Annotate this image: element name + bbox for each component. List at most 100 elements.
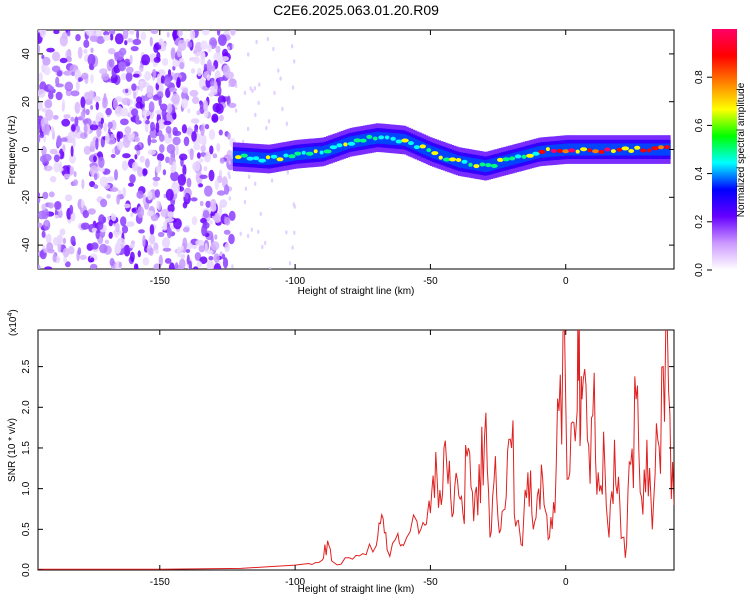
snr-y-ticks: 0.0 0.5 1.0 1.5 2.0 2.5 <box>21 359 674 577</box>
colorbar-tick-label: 0.2 <box>694 214 705 228</box>
heatmap-noise-cell <box>172 126 178 136</box>
heatmap-noise-cell <box>214 234 218 240</box>
heatmap-peak-cell <box>658 145 664 150</box>
colorbar-ticks: 0.0 0.2 0.4 0.6 0.8 <box>694 70 712 277</box>
heatmap-noise-cell <box>120 107 129 117</box>
heatmap-noise-cell <box>100 198 108 208</box>
heatmap-peak-cell <box>294 151 302 156</box>
heatmap-noise-cell <box>211 113 219 123</box>
heatmap-noise-cell <box>95 115 102 122</box>
heatmap-noise-cell <box>53 30 60 35</box>
heatmap-noise-cell <box>106 176 115 182</box>
heatmap-noise-cell <box>168 262 175 269</box>
heatmap-noise-cell <box>103 93 107 103</box>
heatmap-noise-cell <box>290 44 294 49</box>
heatmap-noise-cell <box>170 171 179 182</box>
heatmap-noise-cell <box>118 61 127 72</box>
heatmap-noise-cell <box>291 245 294 250</box>
heatmap-ridge-cell <box>269 152 273 165</box>
heatmap-noise-cell <box>120 118 129 126</box>
heatmap-x-tick-label: 0 <box>563 276 569 287</box>
heatmap-ridge-cell <box>661 143 665 156</box>
heatmap-noise-cell <box>118 261 122 268</box>
heatmap-noise-cell <box>99 167 105 173</box>
heatmap-noise-cell <box>193 56 200 64</box>
heatmap-noise-cell <box>136 96 143 104</box>
heatmap-noise-cell <box>108 48 116 55</box>
heatmap-peak-cell <box>366 134 373 139</box>
heatmap-noise-cell <box>205 200 211 208</box>
heatmap-ridge-cell <box>514 152 517 165</box>
heatmap-peak-cell <box>449 157 457 162</box>
heatmap-noise-cell <box>130 251 135 262</box>
heatmap-noise-cell <box>207 44 212 53</box>
heatmap-noise-cell <box>67 246 75 255</box>
heatmap-peak-cell <box>343 142 348 147</box>
heatmap-noise-cell <box>105 107 112 116</box>
heatmap-peak-cell <box>604 147 611 152</box>
heatmap-noise-cell <box>140 31 147 41</box>
heatmap-noise-cell <box>139 81 143 86</box>
heatmap-noise-cell <box>186 242 193 250</box>
heatmap-noise-cell <box>292 202 295 207</box>
heatmap-peak-cell <box>319 150 324 155</box>
heatmap-peak-cell <box>235 155 242 160</box>
heatmap-noise-cell <box>51 65 61 73</box>
heatmap-peak-cell <box>621 146 630 151</box>
heatmap-noise-cell <box>208 255 214 261</box>
heatmap-noise-cell <box>80 96 86 108</box>
colorbar-label: Normalized spectral amplitude <box>736 82 747 217</box>
heatmap-noise-cell <box>183 136 190 147</box>
heatmap-peak-cell <box>509 156 516 161</box>
heatmap-noise-cell <box>46 233 52 245</box>
heatmap-noise-cell <box>120 73 127 81</box>
heatmap-noise-cell <box>293 59 296 64</box>
heatmap-noise-cell <box>114 52 119 58</box>
heatmap-noise-cell <box>161 108 167 119</box>
heatmap-noise-cell <box>213 81 218 90</box>
heatmap-peak-cell <box>438 155 443 160</box>
heatmap-noise-cell <box>69 166 75 176</box>
heatmap-noise-cell <box>202 30 210 36</box>
heatmap-noise-cell <box>150 121 155 132</box>
snr-scale-exponent: 4 <box>7 313 14 317</box>
heatmap-noise-cell <box>228 102 237 108</box>
heatmap-noise-cell <box>80 222 90 230</box>
heatmap-noise-cell <box>210 198 217 210</box>
heatmap-peak-cell <box>521 154 527 159</box>
heatmap-noise-cell <box>196 152 201 159</box>
heatmap-ridge-cell <box>388 132 392 145</box>
heatmap-ridge-cell <box>574 143 578 156</box>
heatmap-noise-cell <box>154 189 160 198</box>
heatmap-noise-cell <box>53 161 61 173</box>
heatmap-noise-cell <box>193 49 198 55</box>
heatmap-noise-cell <box>141 54 151 66</box>
heatmap-noise-cell <box>87 208 96 215</box>
heatmap-peak-cell <box>580 147 588 152</box>
heatmap-noise-cell <box>113 98 118 109</box>
heatmap-noise-cell <box>137 167 144 177</box>
heatmap-noise-cell <box>177 173 187 186</box>
heatmap-noise-cell <box>103 34 111 41</box>
heatmap-noise-cell <box>131 108 139 117</box>
heatmap-noise-cell <box>99 68 108 75</box>
heatmap-noise-cell <box>161 58 169 66</box>
heatmap-noise-cell <box>63 114 71 119</box>
heatmap-noise-cell <box>174 262 179 269</box>
heatmap-noise-cell <box>110 74 118 84</box>
heatmap-noise-cell <box>64 194 73 202</box>
heatmap-noise-cell <box>157 231 165 238</box>
heatmap-noise-cell <box>149 36 153 47</box>
heatmap-noise-cell <box>179 258 186 269</box>
heatmap-noise-cell <box>55 76 60 86</box>
heatmap-noise-cell <box>77 247 82 256</box>
heatmap-ridge-cell <box>313 146 316 159</box>
heatmap-noise-cell <box>216 190 226 196</box>
figure-title: C2E6.2025.063.01.20.R09 <box>273 2 439 18</box>
heatmap-ridge-cell <box>438 148 442 161</box>
heatmap-peak-cell <box>497 157 504 162</box>
heatmap-noise-cell <box>139 63 144 72</box>
heatmap-noise-cell <box>121 97 131 106</box>
heatmap-noise-cell <box>116 131 124 140</box>
heatmap-noise-cell <box>103 122 108 132</box>
